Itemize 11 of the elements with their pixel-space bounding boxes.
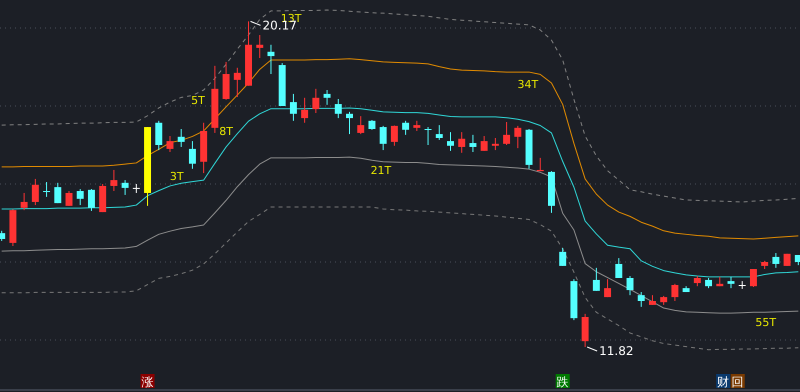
- annotation: 3T: [170, 170, 184, 183]
- annotation: 跌: [556, 375, 569, 389]
- annotation: 55T: [755, 316, 776, 329]
- annotation: 涨: [142, 375, 154, 389]
- annotation: 财: [717, 375, 730, 389]
- annotation: 11.82: [599, 344, 634, 358]
- annotation: 8T: [219, 125, 233, 138]
- annotation: 回: [732, 375, 744, 389]
- annotation: 34T: [518, 78, 538, 91]
- annotation: 5T: [191, 94, 205, 107]
- annotation: 21T: [370, 164, 392, 177]
